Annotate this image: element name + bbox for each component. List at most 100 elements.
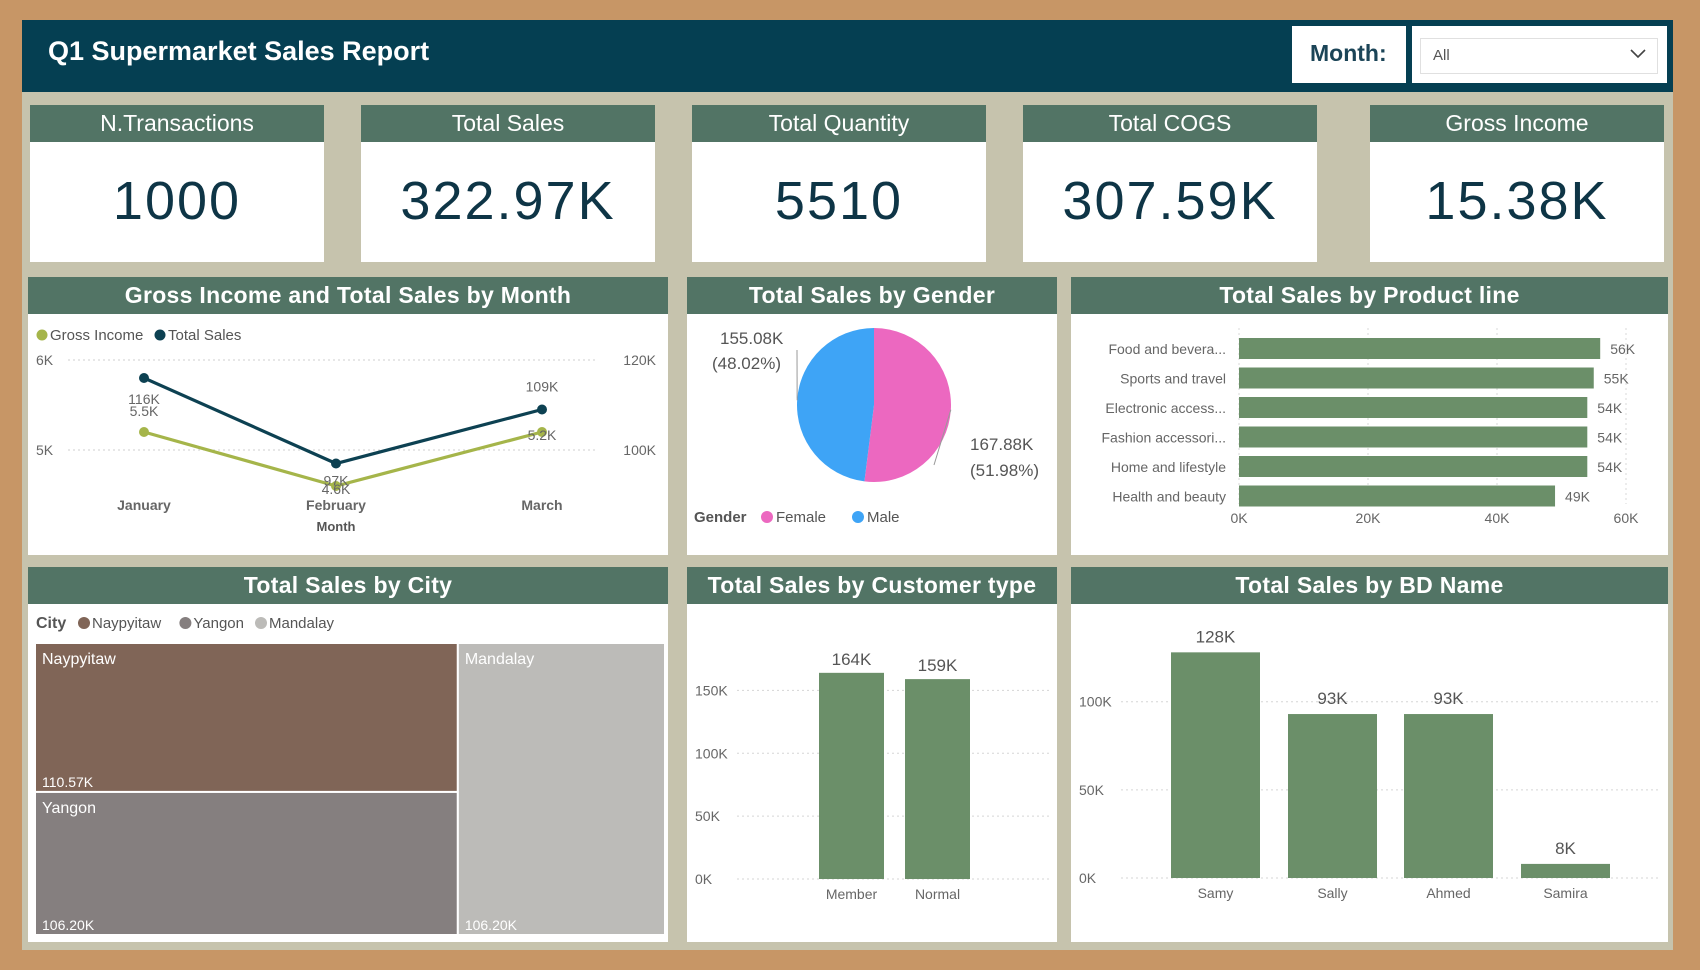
panel-monthly-chart: Gross Income and Total Sales by Month Gr… bbox=[28, 277, 668, 555]
y-tick-left: 5K bbox=[36, 442, 54, 458]
data-point bbox=[537, 427, 547, 437]
data-label: 54K bbox=[1597, 459, 1623, 475]
month-filter-dropdown[interactable]: All bbox=[1412, 26, 1667, 83]
data-label: 164K bbox=[832, 650, 872, 669]
bar bbox=[1521, 863, 1610, 878]
data-label: 159K bbox=[918, 656, 958, 675]
data-point bbox=[537, 404, 547, 415]
data-label: 109K bbox=[526, 379, 559, 395]
series-line-total-sales bbox=[143, 376, 543, 466]
legend-marker-total-sales bbox=[154, 329, 166, 341]
y-tick-label: Health and beauty bbox=[1112, 489, 1226, 505]
kpi-value: 15.38K bbox=[1425, 171, 1609, 231]
tile-label: Naypyitaw bbox=[42, 651, 116, 668]
y-tick-label: Electronic access... bbox=[1105, 400, 1226, 416]
bar bbox=[1239, 367, 1594, 389]
data-point bbox=[331, 481, 341, 491]
x-tick-label: 20K bbox=[1356, 510, 1382, 526]
legend-marker-gross-income bbox=[36, 329, 48, 341]
kpi-value: 307.59K bbox=[1062, 171, 1278, 231]
data-label: 93K bbox=[1317, 689, 1348, 708]
y-tick-right: 120K bbox=[623, 352, 656, 368]
y-tick-label: 0K bbox=[1079, 870, 1097, 886]
kpi-card-gross-income: Gross Income 15.38K bbox=[1370, 105, 1664, 262]
x-tick-label: Ahmed bbox=[1426, 885, 1470, 901]
chart-title: Gross Income and Total Sales by Month bbox=[28, 277, 668, 314]
legend-label: Female bbox=[776, 509, 826, 526]
legend-title: City bbox=[36, 615, 66, 632]
data-point bbox=[331, 458, 341, 469]
y-tick-label: 50K bbox=[695, 808, 721, 824]
bar bbox=[1239, 338, 1601, 359]
chevron-down-icon[interactable] bbox=[1629, 44, 1647, 67]
x-tick-label: Member bbox=[826, 886, 878, 902]
kpi-card-total-sales: Total Sales 322.97K bbox=[361, 105, 655, 262]
data-label: 128K bbox=[1196, 627, 1236, 646]
data-label: 155.08K bbox=[720, 329, 784, 348]
bar bbox=[819, 672, 884, 879]
x-tick-label: 60K bbox=[1614, 510, 1640, 526]
tile-label: Mandalay bbox=[465, 651, 534, 668]
y-tick-label: 0K bbox=[695, 871, 713, 887]
x-tick-label: Normal bbox=[915, 886, 960, 902]
legend-title: Gender bbox=[694, 509, 747, 526]
bar bbox=[1404, 714, 1493, 878]
leader-line bbox=[933, 409, 952, 466]
legend-marker-male bbox=[852, 511, 864, 523]
data-label: 167.88K bbox=[970, 435, 1034, 454]
treemap-tile-mandalay bbox=[456, 642, 666, 936]
y-tick-label: Fashion accessori... bbox=[1102, 430, 1227, 446]
panel-bd-chart: Total Sales by BD Name 100K 50K 0K 128K Samy… bbox=[1071, 567, 1668, 942]
bar bbox=[1239, 456, 1588, 477]
data-point bbox=[139, 427, 149, 437]
bar bbox=[1239, 397, 1588, 418]
kpi-value: 322.97K bbox=[400, 171, 616, 231]
kpi-card-transactions: N.Transactions 1000 bbox=[30, 105, 324, 262]
data-label: 5.2K bbox=[528, 427, 557, 443]
y-tick-label: 150K bbox=[695, 682, 728, 698]
data-label: 54K bbox=[1597, 430, 1623, 446]
dashboard-frame: Q1 Supermarket Sales Report Month: All N… bbox=[22, 20, 1673, 950]
y-tick-right: 100K bbox=[623, 442, 656, 458]
legend-label: Gross Income bbox=[50, 327, 143, 344]
legend-marker-female bbox=[761, 511, 773, 523]
data-label: 116K bbox=[128, 391, 160, 407]
x-tick-label: Sally bbox=[1317, 885, 1347, 901]
kpi-label: Total Quantity bbox=[692, 105, 986, 142]
customer-bar-chart: 150K 100K 50K 0K 164K Member 159K Normal bbox=[695, 650, 1049, 902]
kpi-label: Total COGS bbox=[1023, 105, 1317, 142]
legend-marker-yangon bbox=[179, 617, 192, 629]
pie-slice-female bbox=[864, 328, 952, 482]
y-tick-label: Sports and travel bbox=[1120, 371, 1226, 387]
legend-label: Yangon bbox=[193, 615, 244, 632]
data-label: (51.98%) bbox=[970, 461, 1039, 480]
data-label: 55K bbox=[1604, 371, 1630, 387]
tile-value: 106.20K bbox=[42, 917, 95, 933]
kpi-label: N.Transactions bbox=[30, 105, 324, 142]
month-filter-label: Month: bbox=[1292, 26, 1406, 83]
city-treemap: City Naypyitaw Yangon Mandalay Naypyitaw 110.… bbox=[34, 615, 666, 936]
x-tick-label: 0K bbox=[1230, 510, 1248, 526]
legend-label: Total Sales bbox=[168, 327, 241, 344]
treemap-tile-yangon bbox=[34, 790, 459, 936]
chart-title: Total Sales by Product line bbox=[1071, 277, 1668, 314]
panel-product-chart: Total Sales by Product line 0K 20K 40K 60K F… bbox=[1071, 277, 1668, 555]
data-label: 49K bbox=[1565, 489, 1591, 505]
kpi-label: Gross Income bbox=[1370, 105, 1664, 142]
panel-customer-chart: Total Sales by Customer type 150K 100K 50K… bbox=[687, 567, 1057, 942]
data-label: 54K bbox=[1597, 400, 1623, 416]
x-tick-label: Samy bbox=[1198, 885, 1234, 901]
panel-city-chart: Total Sales by City City Naypyitaw Yangon M… bbox=[28, 567, 668, 942]
bd-bar-chart: 100K 50K 0K 128K Samy 93K Sally 93K Ahmed 8K Samir… bbox=[1079, 627, 1661, 901]
legend-label: Male bbox=[867, 509, 900, 526]
kpi-card-total-quantity: Total Quantity 5510 bbox=[692, 105, 986, 262]
gender-pie-chart: 167.88K (51.98%) 155.08K (48.02%) Gender Fema… bbox=[694, 328, 1039, 526]
legend-marker-naypyitaw bbox=[78, 617, 90, 629]
y-tick-label: 100K bbox=[695, 745, 728, 761]
x-tick-label: 40K bbox=[1485, 510, 1511, 526]
bar bbox=[1288, 714, 1377, 878]
kpi-label: Total Sales bbox=[361, 105, 655, 142]
report-title: Q1 Supermarket Sales Report bbox=[48, 36, 430, 66]
data-label: 5.5K bbox=[130, 403, 159, 419]
data-label: 8K bbox=[1555, 839, 1576, 858]
